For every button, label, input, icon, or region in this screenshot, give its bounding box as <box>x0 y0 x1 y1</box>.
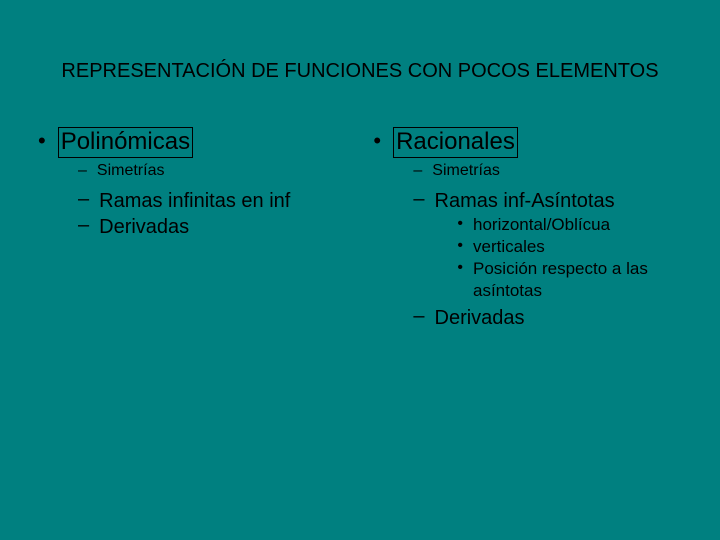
dash-icon: – <box>413 188 424 211</box>
left-item-label: Derivadas <box>99 214 189 240</box>
bullet-dot-icon: • <box>457 214 463 235</box>
right-item: – Derivadas <box>413 305 702 331</box>
left-heading: Polinómicas <box>58 127 193 158</box>
bullet-dot-icon: • <box>38 130 46 152</box>
left-item: – Derivadas <box>78 214 353 240</box>
dash-icon: – <box>78 214 89 237</box>
left-column: • Polinómicas – Simetrías – Ramas infini… <box>30 127 353 331</box>
bullet-dot-icon: • <box>457 258 463 279</box>
left-item: – Ramas infinitas en inf <box>78 188 353 214</box>
right-column: • Racionales – Simetrías – Ramas inf-Así… <box>365 127 702 331</box>
left-heading-row: • Polinómicas <box>38 127 353 158</box>
right-item: – Simetrías <box>413 160 702 182</box>
right-subitem: • Posición respecto a las asíntotas <box>457 258 702 302</box>
right-item-label: Simetrías <box>432 160 500 182</box>
right-subitem: • horizontal/Oblícua <box>457 214 702 236</box>
right-item-label: Derivadas <box>435 305 525 331</box>
right-subitem: • verticales <box>457 236 702 258</box>
slide: REPRESENTACIÓN DE FUNCIONES CON POCOS EL… <box>0 0 720 361</box>
right-item-label: Ramas inf-Asíntotas <box>435 188 615 214</box>
bullet-dot-icon: • <box>373 130 381 152</box>
right-subitem-label: Posición respecto a las asíntotas <box>473 258 702 302</box>
right-subitem-label: horizontal/Oblícua <box>473 214 610 236</box>
left-item-label: Ramas infinitas en inf <box>99 188 290 214</box>
dash-icon: – <box>78 188 89 211</box>
dash-icon: – <box>78 162 87 180</box>
dash-icon: – <box>413 305 424 328</box>
columns: • Polinómicas – Simetrías – Ramas infini… <box>30 127 690 331</box>
dash-icon: – <box>413 162 422 180</box>
bullet-dot-icon: • <box>457 236 463 257</box>
right-heading: Racionales <box>393 127 518 158</box>
right-heading-row: • Racionales <box>373 127 702 158</box>
left-item: – Simetrías <box>78 160 353 182</box>
slide-title: REPRESENTACIÓN DE FUNCIONES CON POCOS EL… <box>50 60 670 83</box>
right-subitem-label: verticales <box>473 236 545 258</box>
right-item: – Ramas inf-Asíntotas <box>413 188 702 214</box>
left-item-label: Simetrías <box>97 160 165 182</box>
